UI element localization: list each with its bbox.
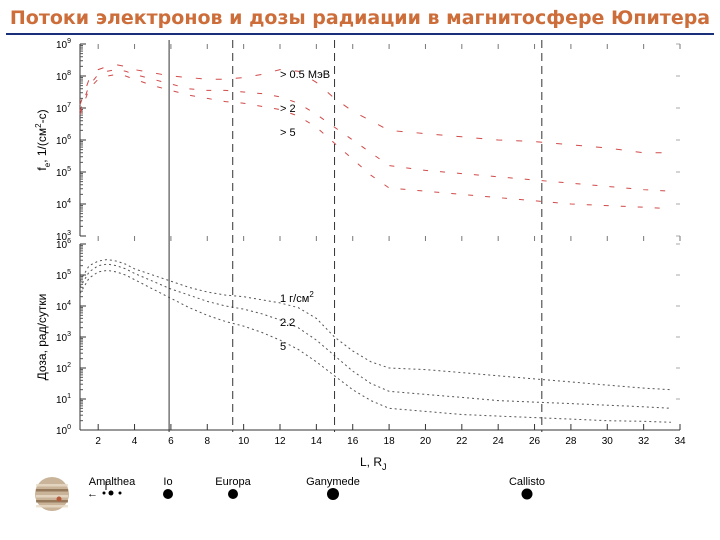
x-tick-label: 26 [529,436,541,447]
title-underline [6,33,714,35]
jupiter-band [36,500,68,503]
jupiter-band [36,495,68,498]
series-label: > 2 [280,103,296,115]
moon-name-label: Io [163,476,172,488]
series-label: > 0.5 МэВ [280,69,330,81]
io-moon-icon [163,489,173,499]
x-tick-label: 10 [238,436,250,447]
y-axis-label: Доза, рад/сутки [35,294,49,381]
x-axis-label: L, RJ [360,455,387,472]
series-line-0-1 [79,69,671,192]
jupiter-band [36,505,68,508]
y-tick-label: 109 [56,38,71,51]
x-tick-label: 22 [456,436,468,447]
arrow-left-icon: ← [87,488,98,500]
top-panel-electron-flux: 103 104 105 106 107 108 109 > 0.5 МэВ > 2 > 5 fe, … [34,38,680,243]
series-line-1-0 [79,258,671,391]
y-tick-label: 101 [56,393,71,406]
x-tick-label: 2 [95,436,101,447]
y-tick-label: 104 [56,300,71,313]
tiny-moon-dot [118,491,122,495]
y-tick-label: 100 [56,424,71,437]
x-tick-label: 32 [638,436,650,447]
jupiter-planet-icon [35,477,69,511]
y-tick-label: 105 [56,269,71,282]
ganymede-moon-icon [327,488,339,500]
moon-orbit-lines [168,40,543,432]
tiny-moon-dot [108,490,114,496]
inner-moons-icon: ← [87,481,122,500]
series-line-1-2 [79,269,671,423]
x-tick-label: 8 [204,436,210,447]
y-tick-label: 106 [56,238,71,251]
bottom-panel-dose: 100 101 102 103 104 105 106 1 г/см2 2.2 5 Доза, ра… [35,238,680,437]
great-red-spot [56,496,62,502]
x-axis: 2 4 6 8 10 12 14 16 18 20 22 24 26 28 30 32 34L, RJ [80,44,686,472]
tiny-moon-dot [102,491,106,495]
moon-name-label: Europa [215,476,251,488]
x-tick-label: 24 [493,436,505,447]
x-tick-label: 16 [347,436,359,447]
x-tick-label: 20 [420,436,432,447]
x-tick-label: 6 [168,436,174,447]
europa-moon-icon [228,489,238,499]
x-tick-label: 14 [311,436,323,447]
moon-name-label: Ganymede [306,476,360,488]
x-tick-label: 28 [565,436,577,447]
x-tick-label: 12 [274,436,286,447]
y-tick-label: 102 [56,362,71,375]
y-tick-label: 104 [56,198,71,211]
y-tick-label: 105 [56,166,71,179]
y-tick-label: 106 [56,134,71,147]
moon-legend: Amalthea← Io Europa Ganymede Callisto [35,476,545,511]
series-line-0-0 [79,64,671,154]
x-tick-label: 18 [384,436,396,447]
y-tick-label: 103 [56,230,71,243]
y-tick-label: 107 [56,102,71,115]
y-tick-label: 108 [56,70,71,83]
y-tick-label: 103 [56,331,71,344]
jupiter-band [36,484,68,487]
x-tick-label: 4 [132,436,138,447]
x-tick-label: 34 [674,436,686,447]
series-label: 1 г/см2 [280,290,314,305]
x-tick-label: 30 [602,436,614,447]
moon-name-label: Amalthea [89,476,136,488]
series-line-1-1 [79,263,671,409]
slide-title: Потоки электронов и дозы радиации в магн… [9,7,711,29]
series-label: > 5 [280,127,296,139]
y-axis-label: fe, 1/(см2-с) [34,109,52,170]
series-label: 5 [280,341,286,353]
jupiter-band [36,489,68,492]
series-label: 2.2 [280,317,295,329]
moon-name-label: Callisto [509,476,545,488]
callisto-moon-icon [521,488,533,500]
